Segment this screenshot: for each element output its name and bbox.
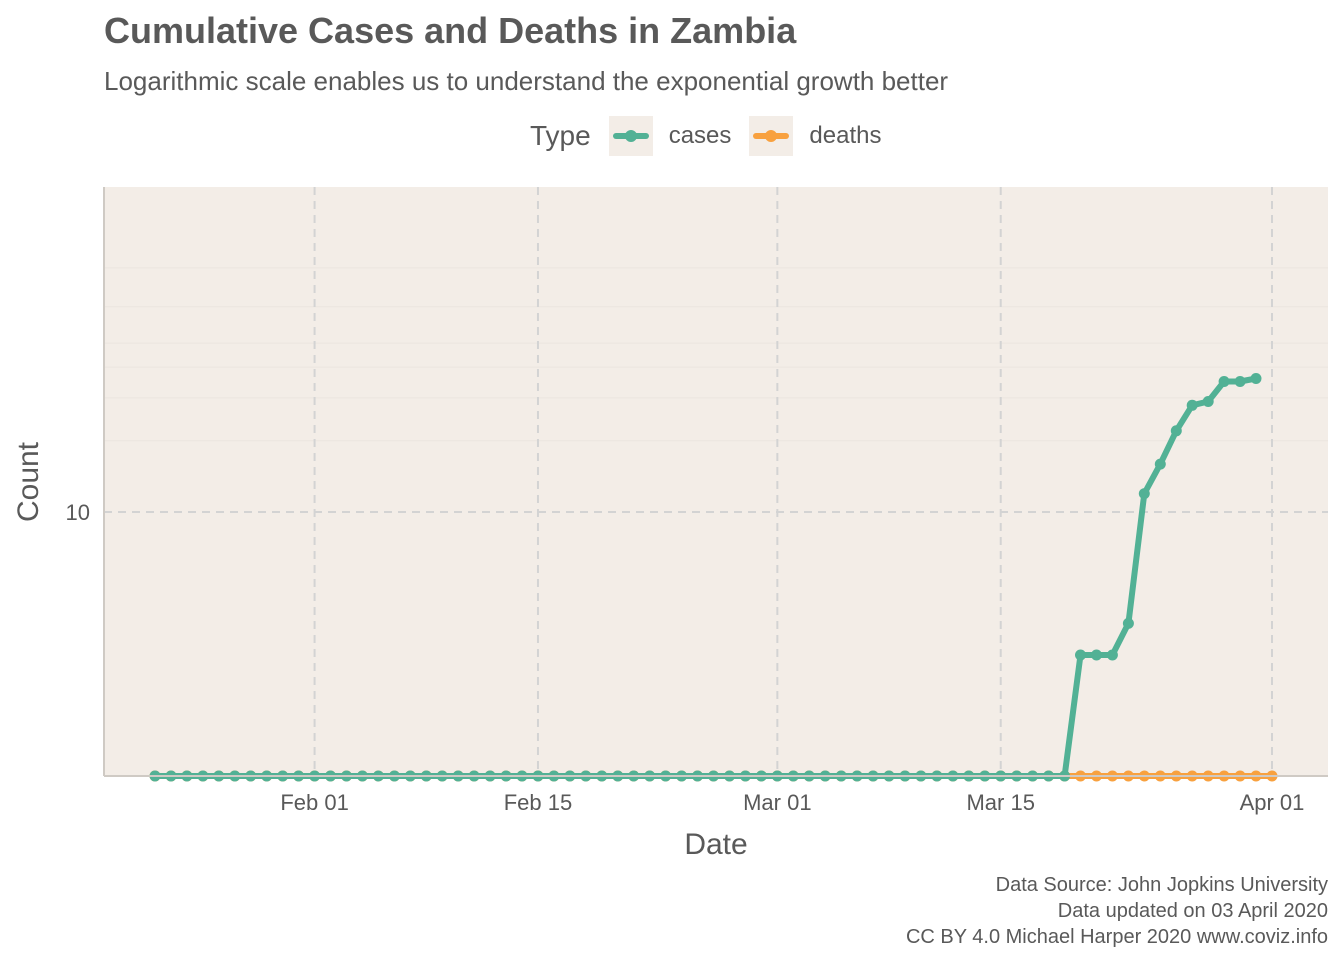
data-point-cases <box>1202 396 1214 407</box>
x-tick-label: Feb 01 <box>280 790 349 815</box>
data-point-cases <box>1075 649 1086 661</box>
x-tick-label: Feb 15 <box>504 790 573 815</box>
caption-line-1: Data Source: John Jopkins University <box>995 874 1328 896</box>
data-point-cases <box>1170 425 1182 437</box>
x-axis-title: Date <box>684 828 747 861</box>
data-point-cases <box>1234 376 1246 387</box>
data-point-cases <box>1091 649 1102 661</box>
plot-panel <box>104 187 1328 776</box>
data-point-cases <box>1218 376 1230 387</box>
data-point-cases <box>1250 373 1262 384</box>
legend-key-deaths <box>749 116 794 156</box>
y-axis-title: Count <box>12 441 45 522</box>
x-tick-label: Mar 01 <box>743 790 811 815</box>
legend-label-cases: cases <box>668 122 732 149</box>
legend: Type cases deaths <box>530 116 899 156</box>
data-point-cases <box>1186 399 1198 411</box>
legend-title: Type <box>530 120 591 151</box>
caption-line-2: Data updated on 03 April 2020 <box>1057 900 1328 922</box>
y-tick-label: 10 <box>66 500 90 525</box>
x-tick-label: Apr 01 <box>1240 790 1305 815</box>
x-tick-label: Mar 15 <box>966 790 1034 815</box>
caption-line-3: CC BY 4.0 Michael Harper 2020 www.coviz.… <box>905 926 1328 948</box>
caption: Data Source: John Jopkins University Dat… <box>906 872 1328 950</box>
legend-label-deaths: deaths <box>809 122 882 149</box>
chart-subtitle: Logarithmic scale enables us to understa… <box>104 66 949 96</box>
chart-title: Cumulative Cases and Deaths in Zambia <box>104 10 797 51</box>
legend-key-cases <box>608 116 653 156</box>
data-point-cases <box>1122 617 1134 629</box>
data-point-cases <box>1154 458 1166 470</box>
data-point-cases <box>1138 488 1150 500</box>
data-point-cases <box>1106 649 1118 661</box>
